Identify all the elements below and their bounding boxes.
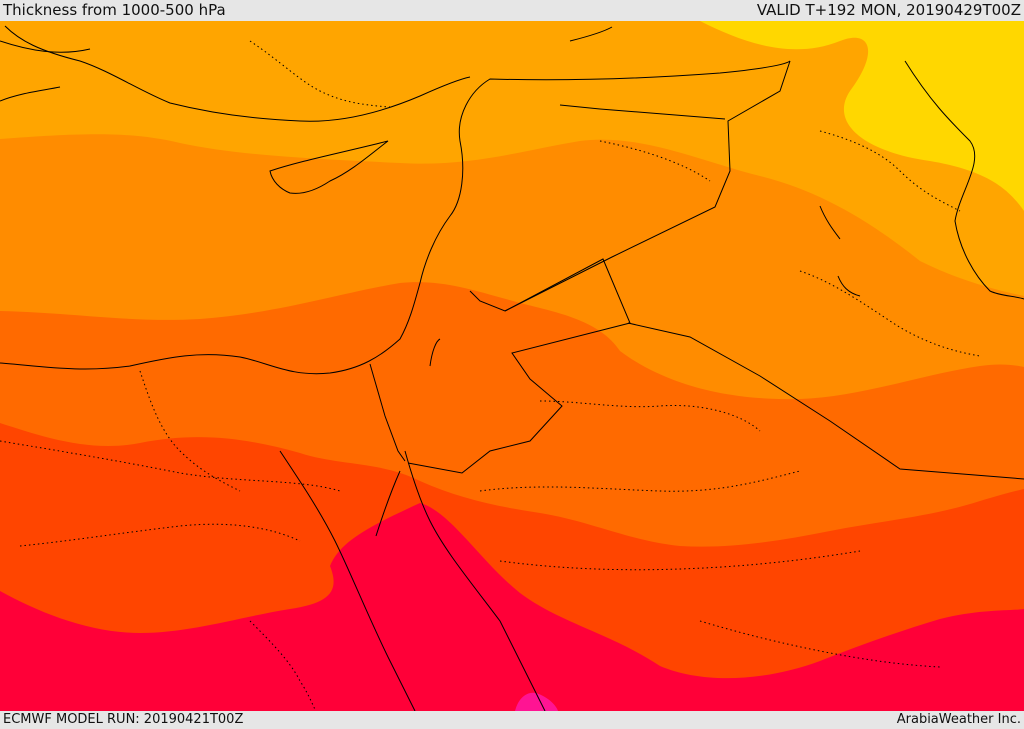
band-crimson <box>0 503 1024 711</box>
header-bar: Thickness from 1000-500 hPa VALID T+192 … <box>0 0 1024 21</box>
coastlines <box>0 25 1024 711</box>
country-borders <box>369 60 1024 480</box>
thickness-map[interactable] <box>0 21 1024 711</box>
map-title: Thickness from 1000-500 hPa <box>3 1 226 19</box>
model-run: ECMWF MODEL RUN: 20190421T00Z <box>3 712 244 727</box>
region-borders <box>0 40 981 711</box>
credit: ArabiaWeather Inc. <box>896 712 1021 727</box>
footer-bar: ECMWF MODEL RUN: 20190421T00Z ArabiaWeat… <box>0 711 1024 729</box>
valid-time: VALID T+192 MON, 20190429T00Z <box>756 1 1021 19</box>
map-canvas <box>0 21 1024 711</box>
band-magenta <box>515 692 558 711</box>
